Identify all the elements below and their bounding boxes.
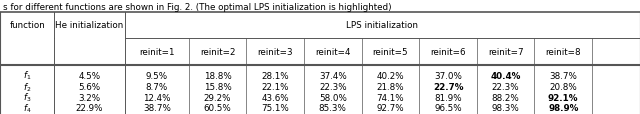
Text: $f_2$: $f_2$ [23,80,31,93]
Text: 58.0%: 58.0% [319,93,347,102]
Text: 4.5%: 4.5% [79,71,100,80]
Text: reinit=5: reinit=5 [372,47,408,56]
Text: 22.3%: 22.3% [492,82,520,91]
Text: 43.6%: 43.6% [261,93,289,102]
Text: 12.4%: 12.4% [143,93,170,102]
Text: 15.8%: 15.8% [204,82,232,91]
Text: 9.5%: 9.5% [146,71,168,80]
Text: 20.8%: 20.8% [549,82,577,91]
Text: 98.3%: 98.3% [492,104,520,112]
Text: $f_4$: $f_4$ [23,102,31,114]
Text: 37.0%: 37.0% [434,71,462,80]
Text: 40.4%: 40.4% [490,71,521,80]
Text: 88.2%: 88.2% [492,93,520,102]
Text: reinit=1: reinit=1 [139,47,175,56]
Text: 22.7%: 22.7% [433,82,463,91]
Text: 38.7%: 38.7% [549,71,577,80]
Text: 28.1%: 28.1% [261,71,289,80]
Text: 92.1%: 92.1% [548,93,579,102]
Text: $f_1$: $f_1$ [23,69,31,82]
Text: reinit=3: reinit=3 [257,47,293,56]
Text: He initialization: He initialization [56,21,124,30]
Text: 40.2%: 40.2% [376,71,404,80]
Text: 81.9%: 81.9% [434,93,462,102]
Text: 37.4%: 37.4% [319,71,347,80]
Text: 60.5%: 60.5% [204,104,232,112]
Text: 75.1%: 75.1% [261,104,289,112]
Text: reinit=7: reinit=7 [488,47,524,56]
Text: 3.2%: 3.2% [79,93,100,102]
Text: 21.8%: 21.8% [376,82,404,91]
Text: 74.1%: 74.1% [376,93,404,102]
Text: 85.3%: 85.3% [319,104,347,112]
Text: LPS initialization: LPS initialization [346,21,419,30]
Text: reinit=6: reinit=6 [430,47,466,56]
Text: reinit=4: reinit=4 [315,47,351,56]
Text: 29.2%: 29.2% [204,93,231,102]
Text: $f_3$: $f_3$ [23,91,31,104]
Text: 92.7%: 92.7% [376,104,404,112]
Text: 18.8%: 18.8% [204,71,232,80]
Text: function: function [10,21,45,30]
Text: 5.6%: 5.6% [79,82,100,91]
Text: 22.1%: 22.1% [262,82,289,91]
Text: 22.3%: 22.3% [319,82,347,91]
Text: 38.7%: 38.7% [143,104,171,112]
Text: 8.7%: 8.7% [146,82,168,91]
Text: 98.9%: 98.9% [548,104,579,112]
Text: s for different functions are shown in Fig. 2. (The optimal LPS initialization i: s for different functions are shown in F… [3,3,392,12]
Text: reinit=2: reinit=2 [200,47,236,56]
Text: 96.5%: 96.5% [434,104,462,112]
Text: 22.9%: 22.9% [76,104,103,112]
Text: reinit=8: reinit=8 [545,47,581,56]
